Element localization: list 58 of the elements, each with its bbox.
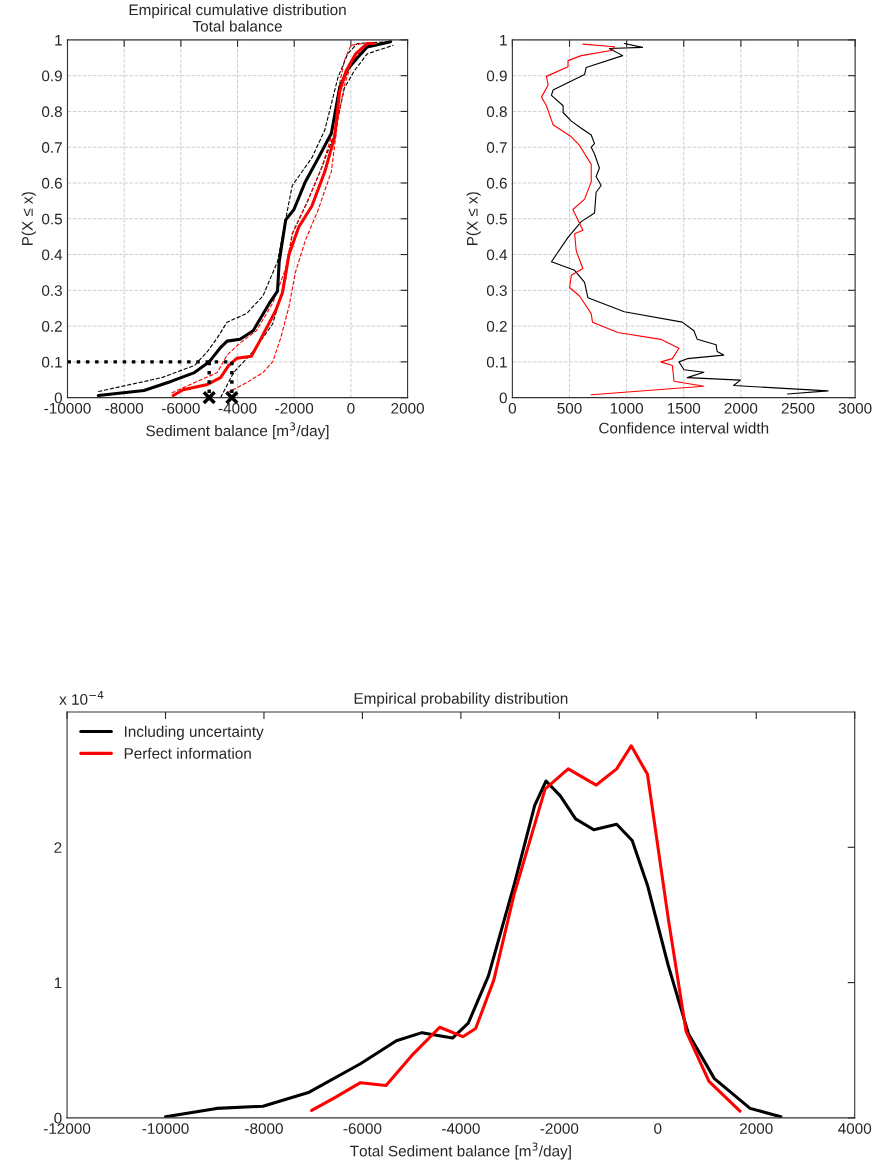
y-tick-label: 0.7 [486, 142, 507, 153]
y-tick-label: 0.9 [41, 70, 62, 82]
x-tick-label: 3000 [838, 402, 872, 414]
x-tick-label: -8000 [245, 1123, 283, 1134]
y-tick-label: 1 [55, 34, 62, 46]
x-tick-label: 0 [347, 402, 355, 414]
y-tick-label: 0 [54, 392, 63, 404]
y-tick-label: 0.1 [41, 356, 62, 368]
x-tick-label: 2000 [740, 1123, 773, 1134]
x-tick-label: 2500 [781, 402, 815, 414]
y-tick-label: 0.5 [41, 213, 62, 225]
x-tick-label: 2000 [391, 402, 424, 414]
chart-title: Empirical probability distribution [354, 692, 568, 707]
x-tick-label: -4000 [218, 402, 257, 414]
y-tick-label: 0.2 [41, 320, 62, 332]
x-tick-label: 0 [654, 1123, 662, 1134]
y-tick-label: 0.6 [41, 177, 62, 189]
chart-title: Empirical cumulative distribution Total balance [129, 4, 346, 32]
x-tick-label: 500 [557, 402, 582, 414]
x-tick-label: -2000 [540, 1123, 579, 1134]
legend-label: Including uncertainty [124, 725, 264, 740]
x-tick-label: -10000 [142, 1123, 189, 1134]
y-tick-label: 2 [54, 842, 62, 853]
x-tick-label: 1500 [667, 402, 701, 414]
y-tick-label: 0 [499, 392, 507, 404]
y-tick-label: 0.3 [486, 285, 507, 296]
x-tick-label: 2000 [724, 402, 758, 414]
y-tick-label: 0.6 [486, 177, 507, 189]
y-tick-label: 0.8 [486, 106, 507, 118]
y-tick-label: 0.5 [486, 213, 507, 225]
x-tick-label: -6000 [162, 402, 200, 414]
x-axis-title: Total Sediment balance [m$^{3}$/day] [350, 1142, 571, 1160]
y-tick-label: 0.4 [41, 249, 63, 261]
y-tick-label: 1 [54, 977, 62, 989]
x-axis-title: Sediment balance [m$^{3}$/day] [146, 422, 329, 440]
text: x 10$^{−4}$ [59, 691, 104, 705]
x-tick-label: 1000 [610, 402, 644, 414]
y-tick-label: 0.9 [486, 70, 507, 82]
y-tick-label: 0.4 [486, 249, 508, 261]
x-tick-label: -2000 [275, 402, 314, 414]
x-tick-label: -12000 [43, 1123, 91, 1134]
legend-label: Perfect information [124, 747, 251, 759]
y-tick-label: 0.2 [486, 320, 507, 332]
x-tick-label: 0 [508, 402, 517, 414]
y-tick-label: 1 [500, 34, 507, 46]
y-tick-label: 0.1 [486, 356, 507, 368]
y-tick-label: 0.3 [41, 285, 62, 296]
y-tick-label: 0.8 [41, 106, 62, 118]
x-tick-label: -4000 [442, 1123, 480, 1134]
x-tick-label: -8000 [105, 402, 144, 414]
x-tick-label: -6000 [343, 1123, 382, 1134]
x-axis-title: Confidence interval width [599, 422, 769, 434]
y-tick-label: 0 [54, 1112, 62, 1124]
y-axis-title: P(X ≤ x) [21, 192, 36, 246]
y-tick-label: 0.7 [41, 142, 62, 153]
y-axis-title: P(X ≤ x) [466, 192, 481, 246]
x-tick-label: -10000 [44, 402, 91, 414]
x-tick-label: 4000 [838, 1123, 872, 1134]
